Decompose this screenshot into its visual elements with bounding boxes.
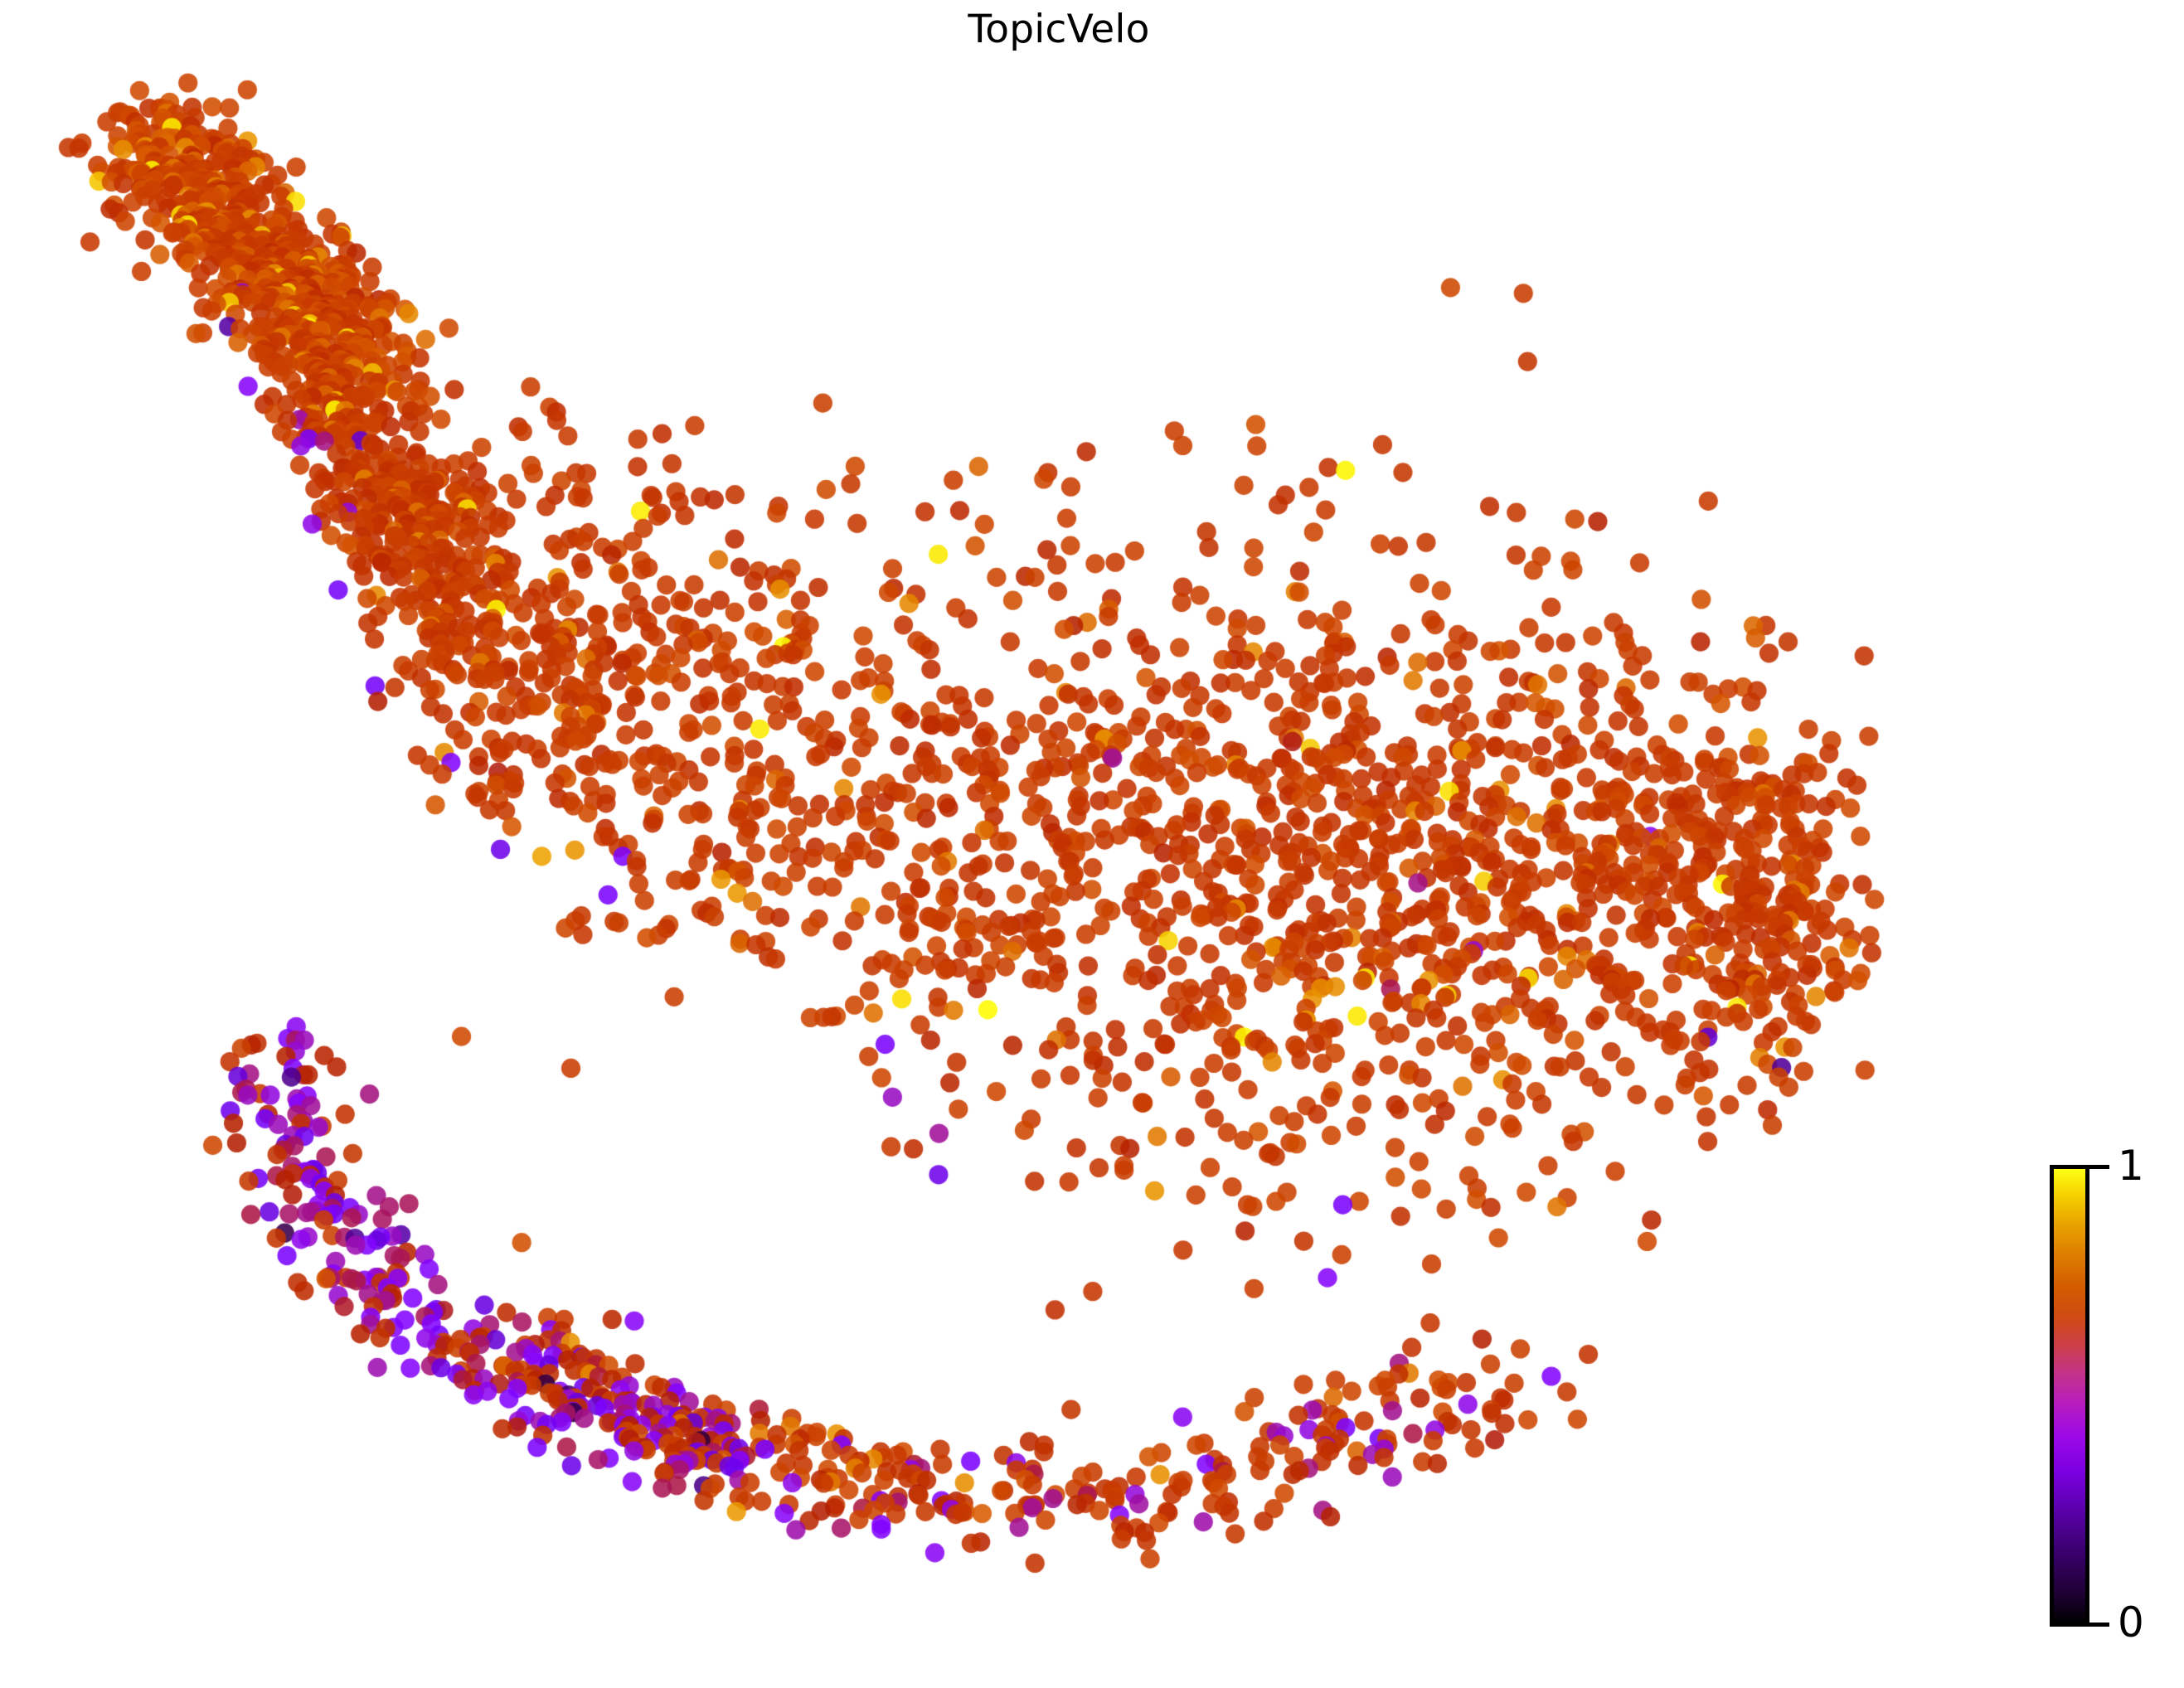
page-title: TopicVelo bbox=[968, 7, 1150, 52]
scatter-plot-axes bbox=[0, 58, 2023, 1633]
colorbar-tick-max bbox=[2089, 1165, 2109, 1169]
colorbar-label-max: 1 bbox=[2118, 1142, 2144, 1190]
colorbar-gradient[interactable] bbox=[2050, 1165, 2089, 1627]
scatter-points-canvas bbox=[0, 58, 2023, 1633]
colorbar[interactable]: 1 0 bbox=[2046, 1145, 2184, 1647]
colorbar-tick-min bbox=[2089, 1623, 2109, 1627]
colorbar-label-min: 0 bbox=[2118, 1598, 2144, 1647]
